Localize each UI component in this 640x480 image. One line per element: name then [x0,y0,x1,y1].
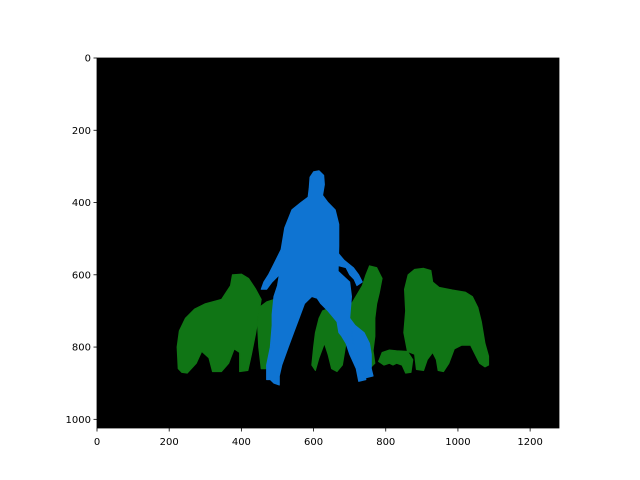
segment-1-region-1 [337,252,363,287]
x-tick-label: 200 [160,437,179,448]
x-tick-label: 1200 [517,437,542,448]
x-tick-label: 0 [94,437,100,448]
x-tick-label: 800 [376,437,395,448]
segmentation-masks [176,170,490,386]
x-tick-label: 600 [304,437,323,448]
plot-area [97,58,559,428]
x-axis: 0 200 400 600 800 1000 1200 [94,428,543,448]
segment-1-region-2 [349,317,374,379]
segment-0 [176,265,490,374]
segment-0-region-5 [403,267,490,373]
segment-1 [260,170,374,386]
y-tick-label: 800 [72,343,91,354]
axes-frame [96,57,560,429]
y-tick-label: 400 [72,198,91,209]
segment-0-region-4 [378,349,414,374]
segment-1-region-0 [260,170,367,386]
y-axis: 0 200 400 600 800 1000 [66,54,97,426]
x-tick-label: 1000 [445,437,470,448]
segment-0-region-0 [176,273,262,374]
y-tick-label: 600 [72,270,91,281]
x-tick-label: 400 [232,437,251,448]
y-tick-label: 200 [72,126,91,137]
y-tick-label: 1000 [66,415,91,426]
y-tick-label: 0 [85,54,91,65]
